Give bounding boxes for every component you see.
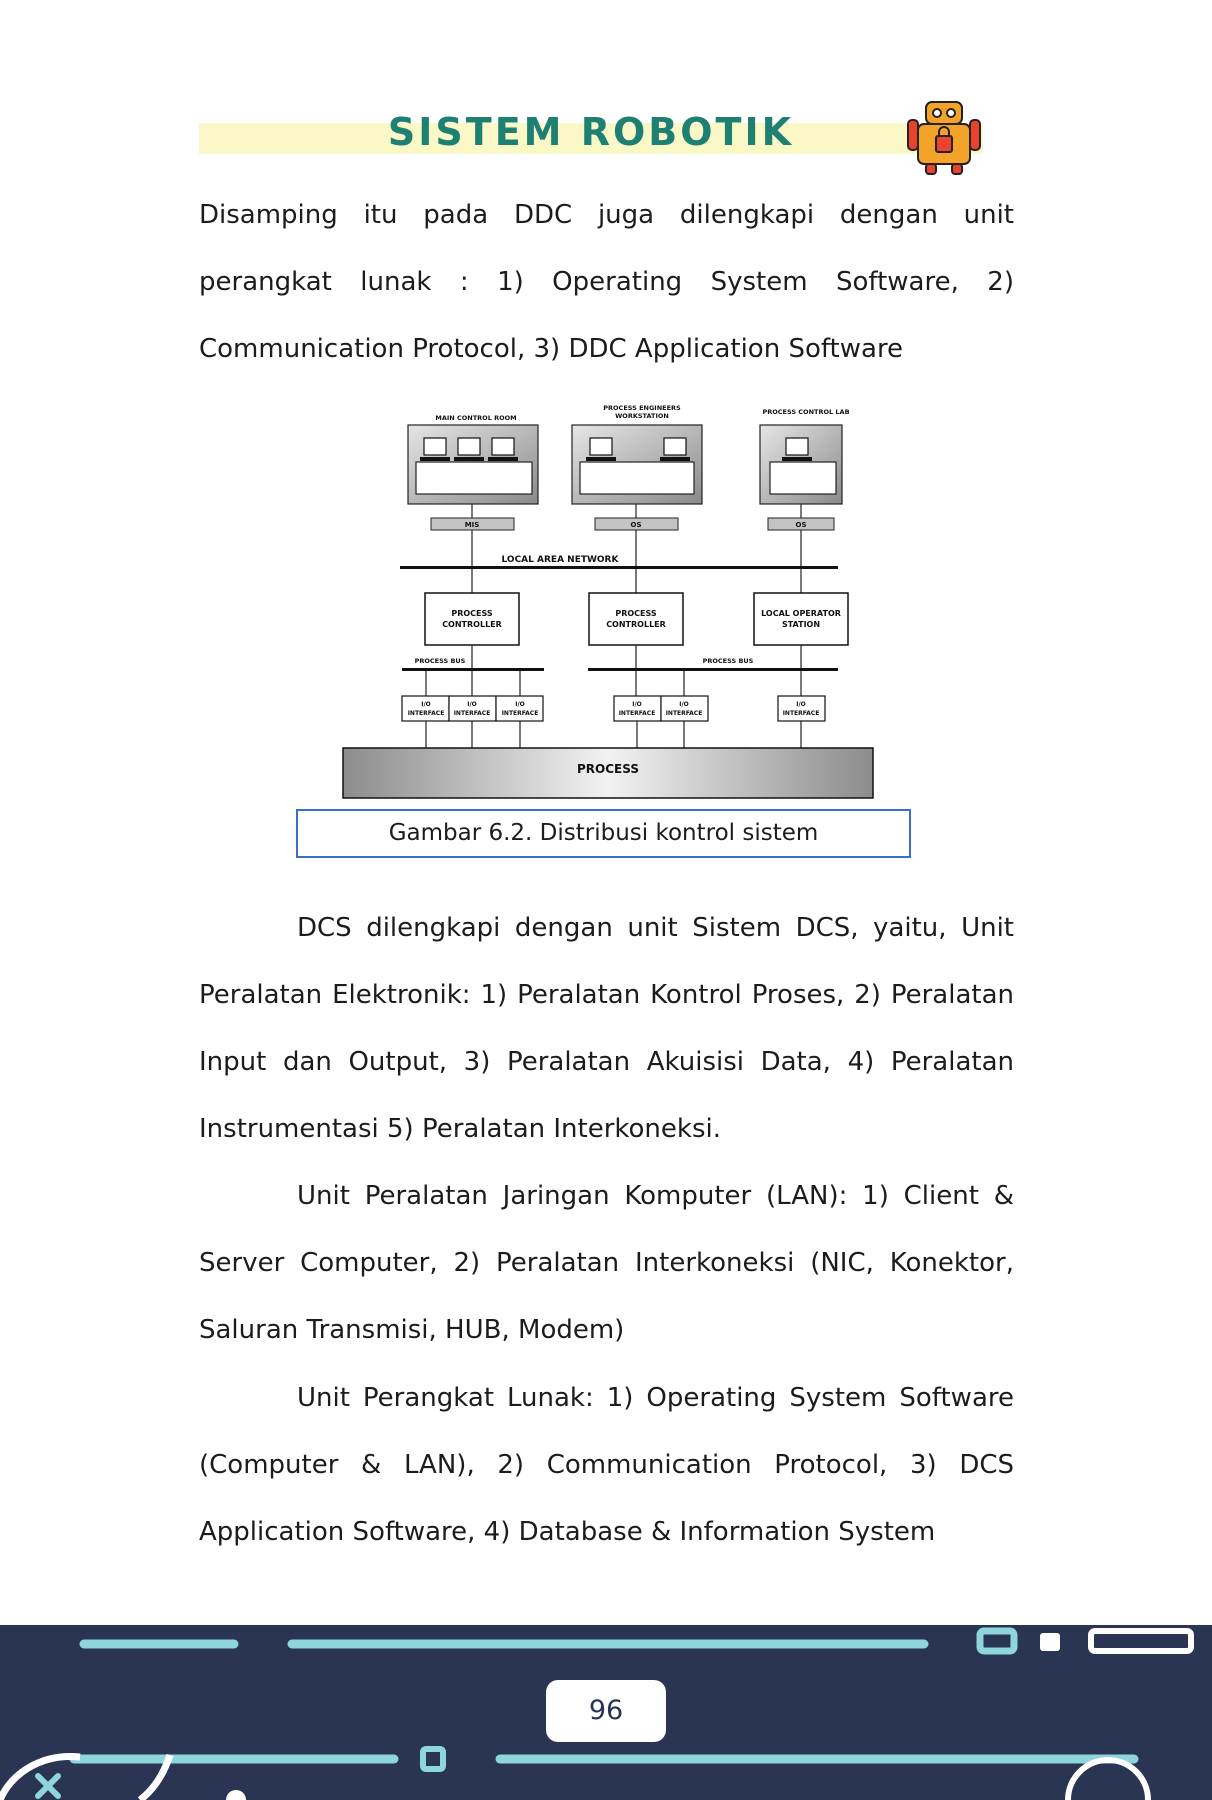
label-main-control-room: MAIN CONTROL ROOM: [435, 414, 516, 422]
figure-caption: Gambar 6.2. Distribusi kontrol sistem: [296, 809, 911, 858]
header-band: [199, 123, 983, 154]
paragraph-ddc: Disamping itu pada DDC juga dilengkapi d…: [199, 200, 1014, 364]
label-operator-station-line1: LOCAL OPERATOR: [761, 609, 841, 618]
process-block: [342, 747, 874, 799]
page-number: 96: [546, 1680, 666, 1742]
robot-lock-icon: [907, 101, 981, 175]
dcs-distribution-diagram: MAIN CONTROL ROOM PROCESS ENGINEERS WORK…: [342, 404, 874, 799]
io-label-1b: INTERFACE: [408, 710, 445, 717]
label-mis: MIS: [465, 521, 480, 529]
label-controller-1-line1: PROCESS: [451, 609, 493, 618]
process-controller-2: [588, 592, 684, 646]
io-label-1a: I/O: [421, 701, 431, 708]
io-interface-4: [613, 695, 662, 722]
io-label-6a: I/O: [796, 701, 806, 708]
paragraph-software-units: Unit Perangkat Lunak: 1) Operating Syste…: [199, 1383, 1014, 1547]
io-label-3a: I/O: [515, 701, 525, 708]
label-process-bus-left: PROCESS BUS: [415, 657, 466, 665]
io-interface-5: [660, 695, 709, 722]
label-local-area-network: LOCAL AREA NETWORK: [502, 555, 620, 565]
label-workstation: WORKSTATION: [615, 412, 669, 420]
page-footer: [0, 1625, 1212, 1800]
io-label-2b: INTERFACE: [454, 710, 491, 717]
io-label-3b: INTERFACE: [502, 710, 539, 717]
local-area-network-line: [400, 566, 838, 569]
paragraph-dcs-units: DCS dilengkapi dengan unit Sistem DCS, y…: [199, 913, 1014, 1144]
label-controller-2-line2: CONTROLLER: [606, 620, 666, 629]
label-controller-1-line2: CONTROLLER: [442, 620, 502, 629]
io-interface-2: [448, 695, 497, 722]
io-label-5b: INTERFACE: [666, 710, 703, 717]
process-controller-1: [424, 592, 520, 646]
paragraph-lan-units: Unit Peralatan Jaringan Komputer (LAN): …: [199, 1181, 1014, 1345]
process-bus-right: [588, 668, 838, 671]
footer-decoration: [0, 1627, 1194, 1800]
label-operator-station-line2: STATION: [782, 620, 820, 629]
label-process-bus-right: PROCESS BUS: [703, 657, 754, 665]
label-os-2: OS: [796, 521, 807, 529]
label-os-1: OS: [631, 521, 642, 529]
io-label-4b: INTERFACE: [619, 710, 656, 717]
io-label-5a: I/O: [679, 701, 689, 708]
io-interface-6: [777, 695, 826, 722]
io-interface-3: [495, 695, 544, 722]
io-interface-1: [401, 695, 450, 722]
page-header-title: SISTEM ROBOTIK: [387, 110, 795, 154]
io-label-6b: INTERFACE: [783, 710, 820, 717]
io-label-2a: I/O: [467, 701, 477, 708]
label-process-control-lab: PROCESS CONTROL LAB: [762, 408, 849, 416]
io-label-4a: I/O: [632, 701, 642, 708]
process-bus-left: [402, 668, 544, 671]
local-operator-station: [753, 592, 849, 646]
label-process: PROCESS: [577, 762, 639, 776]
label-process-engineers: PROCESS ENGINEERS: [603, 404, 681, 412]
label-controller-2-line1: PROCESS: [615, 609, 657, 618]
